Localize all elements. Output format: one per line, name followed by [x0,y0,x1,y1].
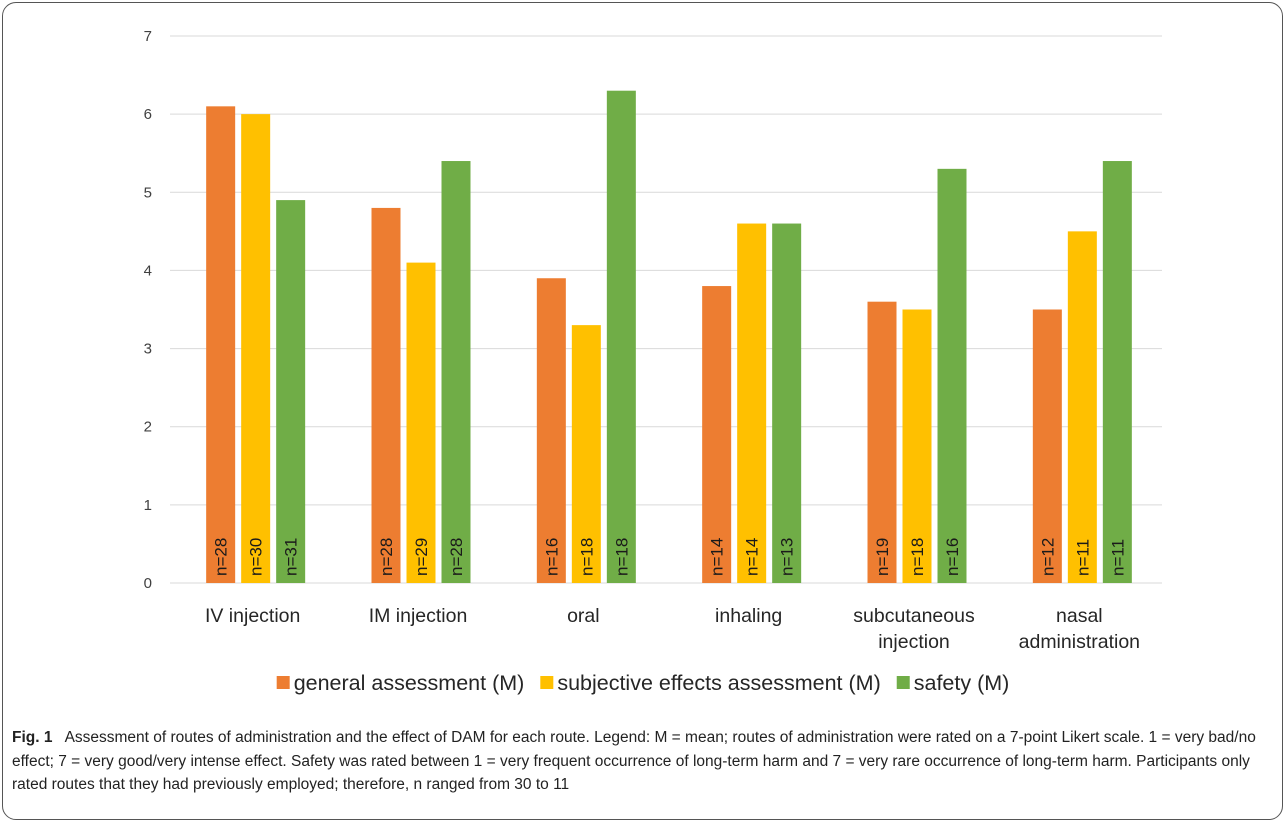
legend-swatch [276,676,290,689]
bar [702,286,732,583]
y-tick-label: 3 [144,341,152,358]
bar-data-label: n=28 [212,538,231,576]
bar [241,114,271,584]
caption-text: Assessment of routes of administration a… [12,729,1256,793]
legend-swatch [540,676,554,689]
bar [371,207,401,583]
bar-data-label: n=18 [908,538,927,576]
y-tick-label: 1 [144,497,152,514]
legend-label: subjective effects assessment (M) [557,671,880,695]
bar [1067,231,1097,583]
figure-caption: Fig. 1 Assessment of routes of administr… [12,726,1274,797]
legend-label: general assessment (M) [294,671,525,695]
bar [536,278,566,583]
bar [571,325,601,583]
bar-data-label: n=18 [577,538,596,576]
bar-data-label: n=11 [1073,539,1092,576]
x-tick-label: IM injection [369,605,468,627]
bar-data-label: n=29 [412,538,431,576]
bar-data-label: n=28 [447,538,466,576]
bar-data-label: n=14 [743,538,762,576]
bar-chart: 0 1 2 3 4 5 6 7 n=28 n=30 n=31 IV injection n=28 n=29… [144,28,1162,695]
bar-data-label: n=18 [612,538,631,576]
bar [867,301,897,583]
legend-swatch [896,676,910,689]
bar-data-label: n=11 [1108,539,1127,576]
bar [772,223,802,584]
bar-data-label: n=14 [708,538,727,576]
bar-data-label: n=30 [247,538,266,576]
bar-data-label: n=16 [943,538,962,576]
legend-label: safety (M) [914,671,1010,695]
bar-data-label: n=31 [282,538,301,576]
x-tick-label: inhaling [715,605,782,627]
x-tick-label: oral [567,605,600,627]
bar [737,223,767,584]
x-tick-label: administration [1019,631,1140,653]
bar [937,168,967,584]
y-tick-label: 2 [144,419,152,436]
y-tick-label: 6 [144,106,152,123]
bar [1102,161,1132,583]
x-tick-label: nasal [1056,605,1103,627]
bar [1032,309,1062,583]
bar-data-label: n=13 [778,538,797,576]
bar [441,161,471,583]
x-tick-label: subcutaneous [853,605,975,627]
bar [902,309,932,583]
bar-data-label: n=16 [542,538,561,576]
bar [406,262,436,583]
y-tick-label: 0 [144,575,152,592]
bar [206,106,236,583]
bar-data-label: n=12 [1038,538,1057,576]
y-tick-label: 7 [144,28,152,45]
figure-label: Fig. 1 [12,729,53,746]
bar-data-label: n=28 [377,538,396,576]
bar [276,200,306,583]
y-tick-label: 5 [144,184,152,201]
bar-data-label: n=19 [873,538,892,576]
x-tick-label: IV injection [205,605,300,627]
bar [606,90,636,583]
x-tick-label: injection [878,631,950,653]
y-tick-label: 4 [144,262,152,279]
